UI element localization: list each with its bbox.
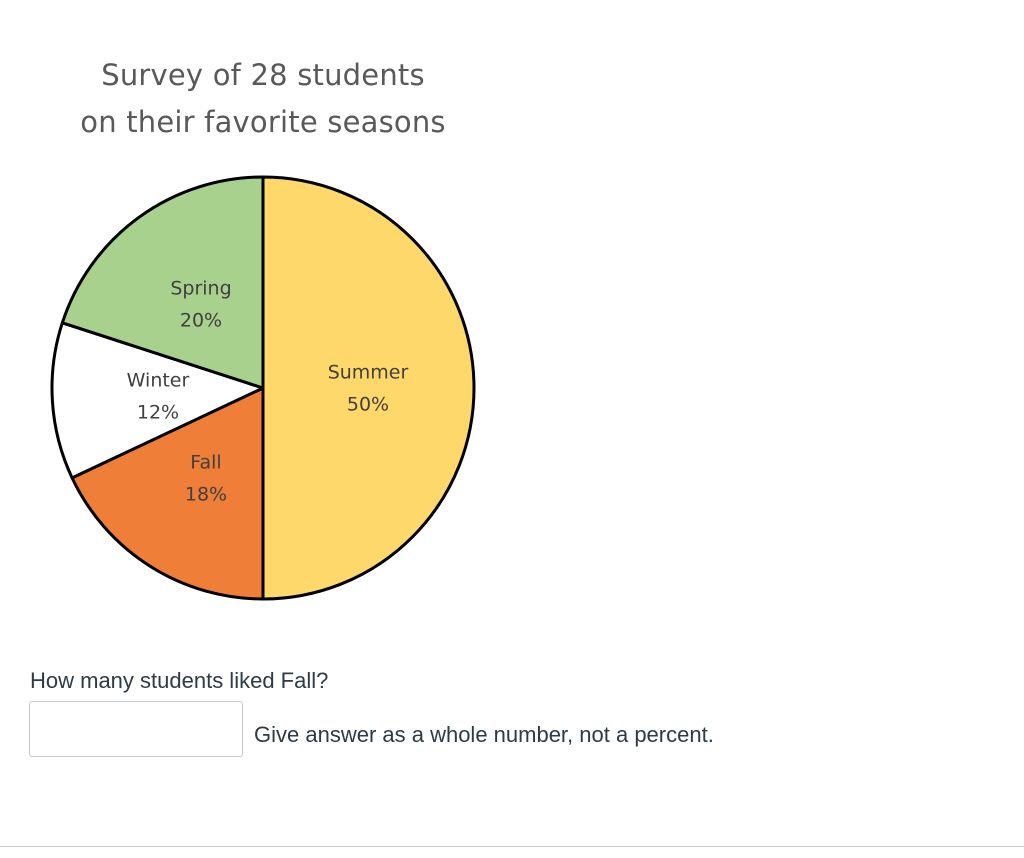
pie-value-summer: 50% [347,394,389,416]
question-text: How many students liked Fall? [30,668,329,693]
pie-slice-winter [50,321,265,480]
pie-label-winter: Winter [127,370,190,392]
bottom-divider [0,846,1024,847]
chart-title-line-1: Survey of 28 students [101,58,425,92]
pie-label-summer: Summer [328,362,409,384]
pie-slice-spring [60,175,265,390]
pie-label-spring: Spring [170,278,231,300]
pie-slice-fall [70,386,265,601]
pie-value-winter: 12% [137,402,179,424]
pie-value-spring: 20% [180,310,222,332]
pie-chart: Summer 50% Fall 18% Winter 12% Spring 20% [50,175,476,601]
answer-hint: Give answer as a whole number, not a per… [254,722,714,747]
pie-slice-summer [261,175,476,601]
chart-title: Survey of 28 students on their favorite … [20,52,506,146]
chart-title-line-2: on their favorite seasons [80,105,446,139]
answer-input[interactable] [29,701,243,757]
pie-value-fall: 18% [185,484,227,506]
pie-label-fall: Fall [190,452,221,474]
